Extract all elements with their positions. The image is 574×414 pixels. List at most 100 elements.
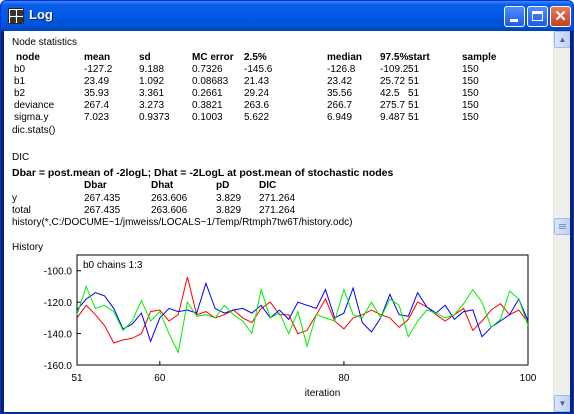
table-cell: 3.829 <box>216 205 242 216</box>
table-cell: -127.2 <box>84 64 113 75</box>
table-cell: sigma.y <box>14 112 49 123</box>
dic-definition: Dbar = post.mean of -2logL; Dhat = -2Log… <box>12 167 394 179</box>
table-cell: 3.273 <box>139 100 165 111</box>
table-cell: 1.092 <box>139 76 165 87</box>
table-cell: -109.2 <box>380 64 409 75</box>
window-title: Log <box>29 7 53 22</box>
col-header-97-5: 97.5% <box>380 52 409 63</box>
log-content[interactable]: Node statistics node mean sd MC error 2.… <box>4 31 570 412</box>
arrow-down-icon: ▼ <box>558 399 567 408</box>
table-cell: 271.264 <box>259 205 296 216</box>
x-axis-label: iteration <box>305 388 341 399</box>
table-cell: 23.42 <box>327 76 353 87</box>
table-cell: 0.08683 <box>192 76 229 87</box>
table-cell: b1 <box>14 76 26 87</box>
table-cell: 6.949 <box>327 112 353 123</box>
y-tick-label: -120.0 <box>44 298 73 309</box>
table-cell: 3.829 <box>216 193 242 204</box>
title-bar[interactable]: Log ✕ <box>1 1 573 31</box>
table-cell: 0.2661 <box>192 88 223 99</box>
node-statistics-heading: Node statistics <box>12 37 78 48</box>
table-cell: 263.6 <box>244 100 270 111</box>
col-header-node: node <box>16 52 40 63</box>
y-tick-label: -140.0 <box>44 330 73 341</box>
table-cell: -145.6 <box>244 64 273 75</box>
dic-heading: DIC <box>12 152 30 163</box>
table-cell: 267.435 <box>84 205 121 216</box>
table-cell: 3.361 <box>139 88 165 99</box>
table-cell: deviance <box>14 100 55 111</box>
close-icon: ✕ <box>554 8 567 25</box>
scroll-thumb[interactable] <box>554 218 570 235</box>
dic-col-dic: DIC <box>259 180 277 191</box>
table-cell: 9.188 <box>139 64 165 75</box>
table-cell: 51 <box>408 88 420 99</box>
table-cell: 23.49 <box>84 76 110 87</box>
col-header-mc-error: MC error <box>192 52 234 63</box>
x-tick-label: 80 <box>338 373 350 384</box>
table-cell: 263.606 <box>151 205 188 216</box>
scroll-up-button[interactable]: ▲ <box>554 31 570 48</box>
table-cell: 0.7326 <box>192 64 223 75</box>
chart-title: b0 chains 1:3 <box>83 260 143 271</box>
table-cell: 25.72 <box>380 76 406 87</box>
y-tick-label: -160.0 <box>44 361 73 372</box>
table-cell: 35.93 <box>84 88 110 99</box>
dic-col-dhat: Dhat <box>151 180 174 191</box>
dic-col-pd: pD <box>216 180 230 191</box>
col-header-median: median <box>327 52 363 63</box>
history-chart: b0 chains 1:3 -100.0 -120.0 -140.0 -160.051 6… <box>44 254 537 399</box>
table-cell: 150 <box>462 88 479 99</box>
vertical-scrollbar[interactable]: ▲ ▼ <box>553 31 570 412</box>
table-cell: 51 <box>408 64 420 75</box>
table-cell: -126.8 <box>327 64 356 75</box>
maximize-button[interactable] <box>527 6 548 27</box>
app-icon[interactable] <box>8 8 24 24</box>
col-header-2-5: 2.5% <box>244 52 267 63</box>
table-cell: 42.5 <box>380 88 400 99</box>
table-cell: 271.264 <box>259 193 296 204</box>
dic-col-dbar: Dbar <box>84 180 107 191</box>
minimize-button[interactable] <box>504 6 525 27</box>
chain-3-line <box>76 284 529 354</box>
table-cell: 51 <box>408 100 420 111</box>
x-tick-label: 100 <box>520 373 537 384</box>
dic-stats-command: dic.stats() <box>12 125 56 136</box>
table-cell: 0.9373 <box>139 112 170 123</box>
chain-2-line <box>76 281 529 343</box>
table-cell: 267.4 <box>84 100 110 111</box>
table-cell: y <box>12 193 17 204</box>
table-cell: 150 <box>462 64 479 75</box>
table-cell: 35.56 <box>327 88 353 99</box>
table-cell: 150 <box>462 100 479 111</box>
x-tick-label: 60 <box>154 373 166 384</box>
table-cell: 267.435 <box>84 193 121 204</box>
table-cell: 0.3821 <box>192 100 223 111</box>
table-cell: 21.43 <box>244 76 270 87</box>
col-header-sample: sample <box>462 52 497 63</box>
table-cell: 29.24 <box>244 88 270 99</box>
y-tick-label: -100.0 <box>44 267 73 278</box>
table-cell: 275.7 <box>380 100 406 111</box>
table-cell: 150 <box>462 76 479 87</box>
minimize-icon <box>510 19 518 22</box>
table-cell: 5.622 <box>244 112 270 123</box>
table-cell: b0 <box>14 64 26 75</box>
col-header-sd: sd <box>139 52 151 63</box>
table-cell: 51 <box>408 112 420 123</box>
table-cell: total <box>12 205 31 216</box>
table-cell: 0.1003 <box>192 112 223 123</box>
table-cell: 263.606 <box>151 193 188 204</box>
plot-frame <box>76 254 529 366</box>
close-button[interactable]: ✕ <box>550 6 571 27</box>
table-cell: 7.023 <box>84 112 110 123</box>
arrow-up-icon: ▲ <box>558 35 567 44</box>
col-header-start: start <box>408 52 430 63</box>
chain-1-line <box>76 276 529 344</box>
scroll-down-button[interactable]: ▼ <box>554 395 570 412</box>
table-cell: 9.487 <box>380 112 406 123</box>
table-cell: b2 <box>14 88 26 99</box>
table-cell: 266.7 <box>327 100 353 111</box>
maximize-icon <box>532 11 543 21</box>
history-heading: History <box>12 242 44 253</box>
